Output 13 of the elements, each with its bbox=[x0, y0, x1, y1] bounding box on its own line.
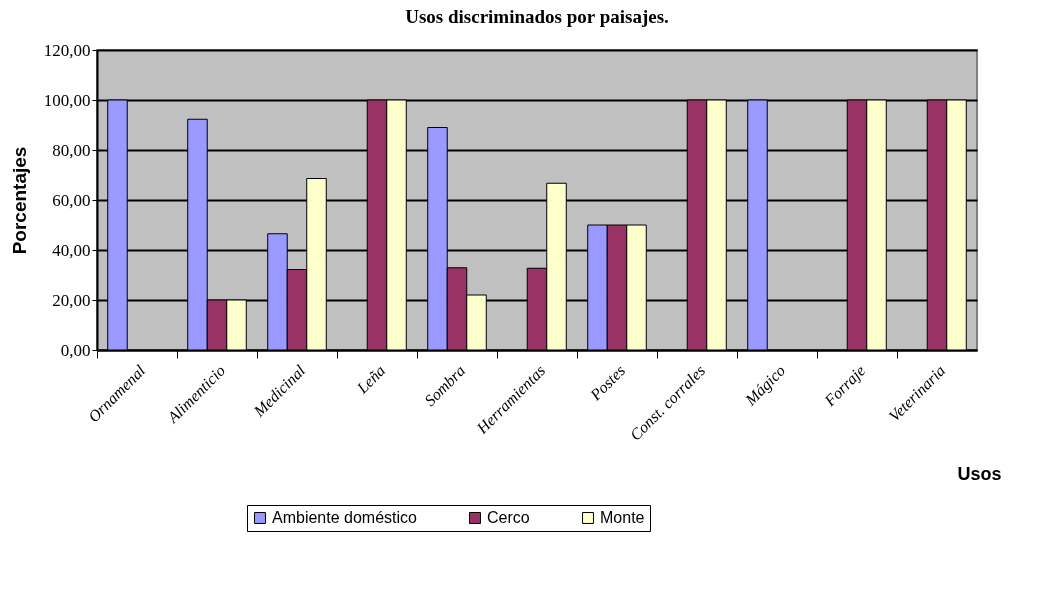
y-tick-label: 120,00 bbox=[43, 40, 91, 60]
y-tick-label: 100,00 bbox=[43, 90, 91, 110]
y-tick-label: 20,00 bbox=[52, 290, 91, 310]
y-axis-title: Porcentajes bbox=[8, 146, 30, 255]
y-tick-label: 60,00 bbox=[52, 190, 91, 210]
legend-label: Cerco bbox=[487, 509, 530, 526]
y-tick-label: 40,00 bbox=[52, 240, 91, 260]
x-axis-title: Usos bbox=[957, 463, 1002, 484]
legend-label: Monte bbox=[600, 509, 645, 526]
y-tick-label: 80,00 bbox=[52, 140, 91, 160]
legend-label: Ambiente doméstico bbox=[272, 509, 418, 526]
y-tick-label: 0,00 bbox=[60, 340, 91, 360]
chart-title: Usos discriminados por paisajes. bbox=[405, 6, 669, 27]
